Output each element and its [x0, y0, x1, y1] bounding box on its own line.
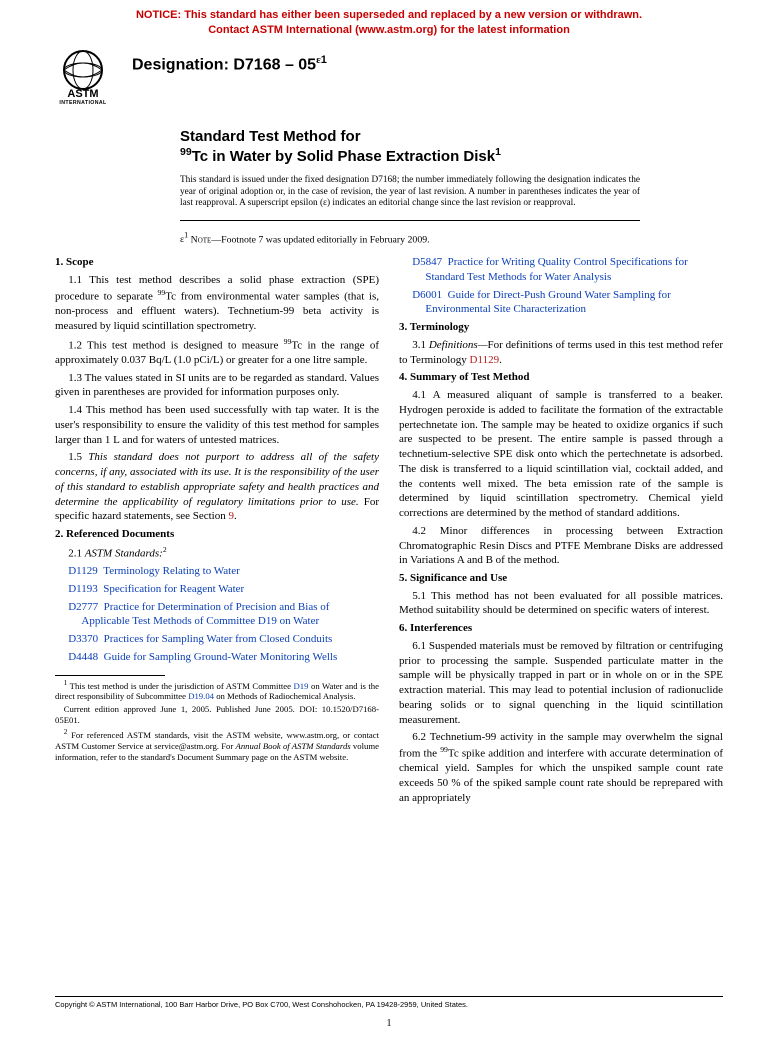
title-line1: Standard Test Method for: [180, 128, 361, 145]
ref-d4448: D4448 Guide for Sampling Ground-Water Mo…: [55, 650, 379, 665]
footnotes: 1 This test method is under the jurisdic…: [55, 679, 379, 763]
p-1-2: 1.2 This test method is designed to meas…: [55, 337, 379, 368]
ref-d5847: D5847 Practice for Writing Quality Contr…: [399, 255, 723, 284]
eps-label: Note—: [188, 234, 221, 245]
link-d4448[interactable]: D4448 Guide for Sampling Ground-Water Mo…: [68, 651, 337, 663]
issuance-text: This standard is issued under the fixed …: [180, 175, 640, 210]
eps-text: Footnote 7 was updated editorially in Fe…: [221, 234, 429, 245]
copyright-text: Copyright © ASTM International, 100 Barr…: [55, 1000, 468, 1009]
p-1-1: 1.1 This test method describes a solid p…: [55, 273, 379, 334]
link-d19-04[interactable]: D19.04: [188, 691, 214, 701]
ref-d3370: D3370 Practices for Sampling Water from …: [55, 632, 379, 647]
left-column: 1. Scope 1.1 This test method describes …: [55, 255, 379, 808]
p-6-2: 6.2 Technetium-99 activity in the sample…: [399, 730, 723, 805]
title-fn: 1: [495, 146, 501, 158]
logo-text-bottom: INTERNATIONAL: [59, 100, 107, 104]
notice-banner: NOTICE: This standard has either been su…: [0, 0, 778, 38]
designation-epsilon: ε1: [316, 54, 327, 66]
significance-head: 5. Significance and Use: [399, 571, 723, 586]
notice-line1: NOTICE: This standard has either been su…: [136, 9, 642, 21]
title: Standard Test Method for 99Tc in Water b…: [180, 128, 660, 168]
notice-line2: Contact ASTM International (www.astm.org…: [208, 24, 570, 36]
copyright-block: Copyright © ASTM International, 100 Barr…: [55, 996, 723, 1009]
fn1: 1 This test method is under the jurisdic…: [55, 679, 379, 703]
title-line2: Tc in Water by Solid Phase Extraction Di…: [192, 148, 495, 165]
ref-d6001: D6001 Guide for Direct-Push Ground Water…: [399, 288, 723, 317]
interferences-head: 6. Interferences: [399, 621, 723, 636]
designation: Designation: D7168 – 05ε1: [132, 48, 327, 74]
designation-prefix: Designation:: [132, 56, 233, 73]
link-d3370[interactable]: D3370 Practices for Sampling Water from …: [68, 633, 332, 645]
page-number: 1: [0, 1018, 778, 1029]
link-d19[interactable]: D19: [294, 681, 309, 691]
footnote-rule: [55, 675, 165, 676]
p-3-1: 3.1 Definitions—For definitions of terms…: [399, 338, 723, 367]
title-block: Standard Test Method for 99Tc in Water b…: [180, 128, 660, 246]
fn2: 2 For referenced ASTM standards, visit t…: [55, 728, 379, 763]
link-d1193[interactable]: D1193 Specification for Reagent Water: [68, 583, 244, 595]
eps-prefix: ε1: [180, 234, 188, 245]
p-1-3: 1.3 The values stated in SI units are to…: [55, 371, 379, 400]
link-d5847[interactable]: D5847 Practice for Writing Quality Contr…: [412, 256, 688, 283]
refdocs-head: 2. Referenced Documents: [55, 527, 379, 542]
summary-head: 4. Summary of Test Method: [399, 370, 723, 385]
body-columns: 1. Scope 1.1 This test method describes …: [0, 251, 778, 808]
p-4-1: 4.1 A measured aliquant of sample is tra…: [399, 388, 723, 521]
p-6-1: 6.1 Suspended materials must be removed …: [399, 639, 723, 727]
p-5-1: 5.1 This method has not been evaluated f…: [399, 589, 723, 618]
p-1-4: 1.4 This method has been used successful…: [55, 403, 379, 447]
designation-code: D7168 – 05: [233, 56, 316, 73]
astm-logo: ASTM INTERNATIONAL: [50, 48, 116, 104]
right-column: D5847 Practice for Writing Quality Contr…: [399, 255, 723, 808]
ref-d2777: D2777 Practice for Determination of Prec…: [55, 600, 379, 629]
terminology-head: 3. Terminology: [399, 320, 723, 335]
epsilon-note: ε1 Note—Footnote 7 was updated editorial…: [180, 231, 640, 245]
refdocs-lead: 2.1 ASTM Standards:2: [55, 545, 379, 561]
logo-text-top: ASTM: [67, 88, 98, 100]
link-d2777[interactable]: D2777 Practice for Determination of Prec…: [68, 601, 329, 628]
link-term-d1129[interactable]: D1129: [470, 354, 500, 366]
title-isotope: 99: [180, 146, 192, 158]
scope-head: 1. Scope: [55, 255, 379, 270]
ref-d1193: D1193 Specification for Reagent Water: [55, 582, 379, 597]
p-4-2: 4.2 Minor differences in processing betw…: [399, 524, 723, 568]
link-d1129[interactable]: D1129 Terminology Relating to Water: [68, 565, 240, 577]
header-row: ASTM INTERNATIONAL Designation: D7168 – …: [0, 38, 778, 108]
p-1-5: 1.5 This standard does not purport to ad…: [55, 450, 379, 524]
fn1-edition: Current edition approved June 1, 2005. P…: [55, 704, 379, 726]
ref-d1129: D1129 Terminology Relating to Water: [55, 564, 379, 579]
link-d6001[interactable]: D6001 Guide for Direct-Push Ground Water…: [412, 289, 671, 316]
